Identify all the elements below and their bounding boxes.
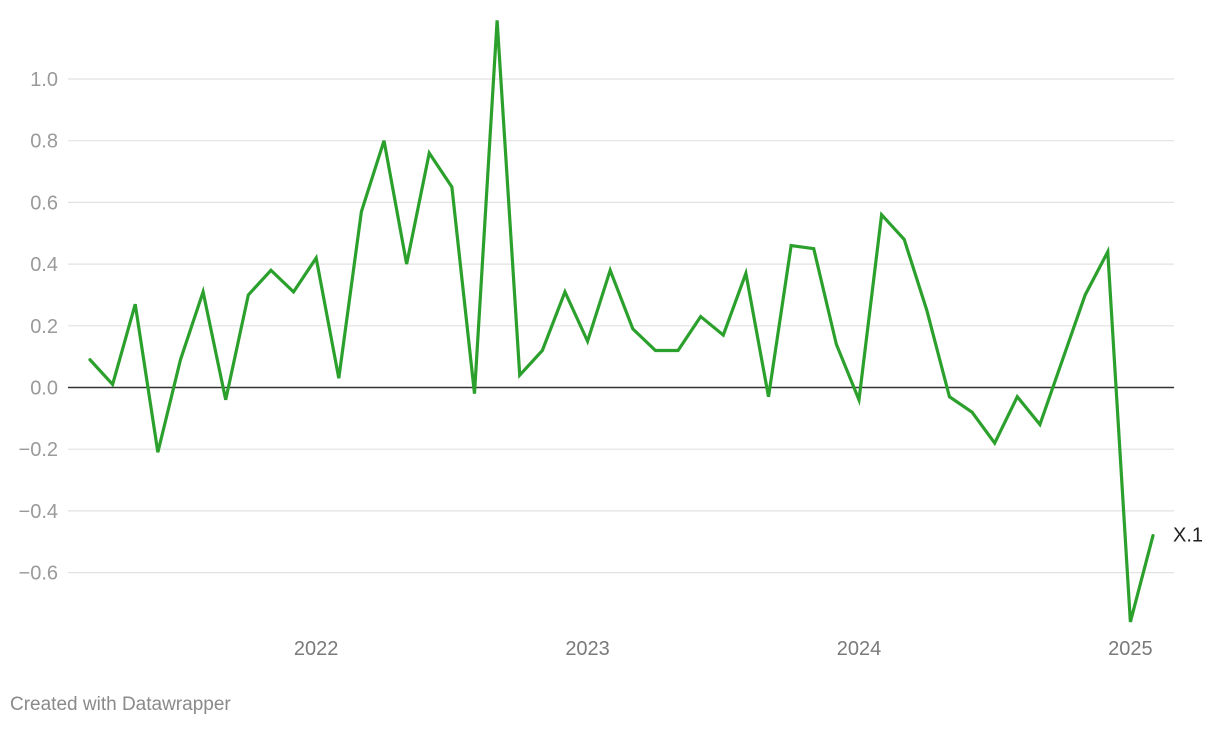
x-tick-label: 2025 bbox=[1108, 638, 1153, 660]
datawrapper-credit: Created with Datawrapper bbox=[10, 694, 231, 715]
series-end-label: X.1 bbox=[1173, 525, 1203, 547]
y-tick-label: −0.6 bbox=[19, 563, 58, 585]
y-axis: 1.0 0.8 0.6 0.4 0.2 0.0 −0.2 −0.4 −0.6 bbox=[19, 69, 58, 585]
gridlines bbox=[68, 78, 1174, 574]
y-tick-label: 0.8 bbox=[30, 131, 58, 153]
y-tick-label: 1.0 bbox=[30, 69, 58, 91]
y-tick-label: −0.2 bbox=[19, 439, 58, 461]
y-tick-label: 0.4 bbox=[30, 254, 58, 276]
y-tick-label: 0.0 bbox=[30, 378, 58, 400]
series-layer: X.1 bbox=[88, 20, 1203, 623]
y-tick-label: −0.4 bbox=[19, 501, 58, 523]
x-tick-label: 2023 bbox=[565, 638, 610, 660]
x-axis: 2022 2023 2024 2025 bbox=[294, 638, 1153, 660]
x-tick-label: 2024 bbox=[837, 638, 882, 660]
y-tick-label: 0.2 bbox=[30, 316, 58, 338]
y-tick-label: 0.6 bbox=[30, 192, 58, 214]
x-tick-label: 2022 bbox=[294, 638, 339, 660]
series-line bbox=[88, 20, 1155, 623]
